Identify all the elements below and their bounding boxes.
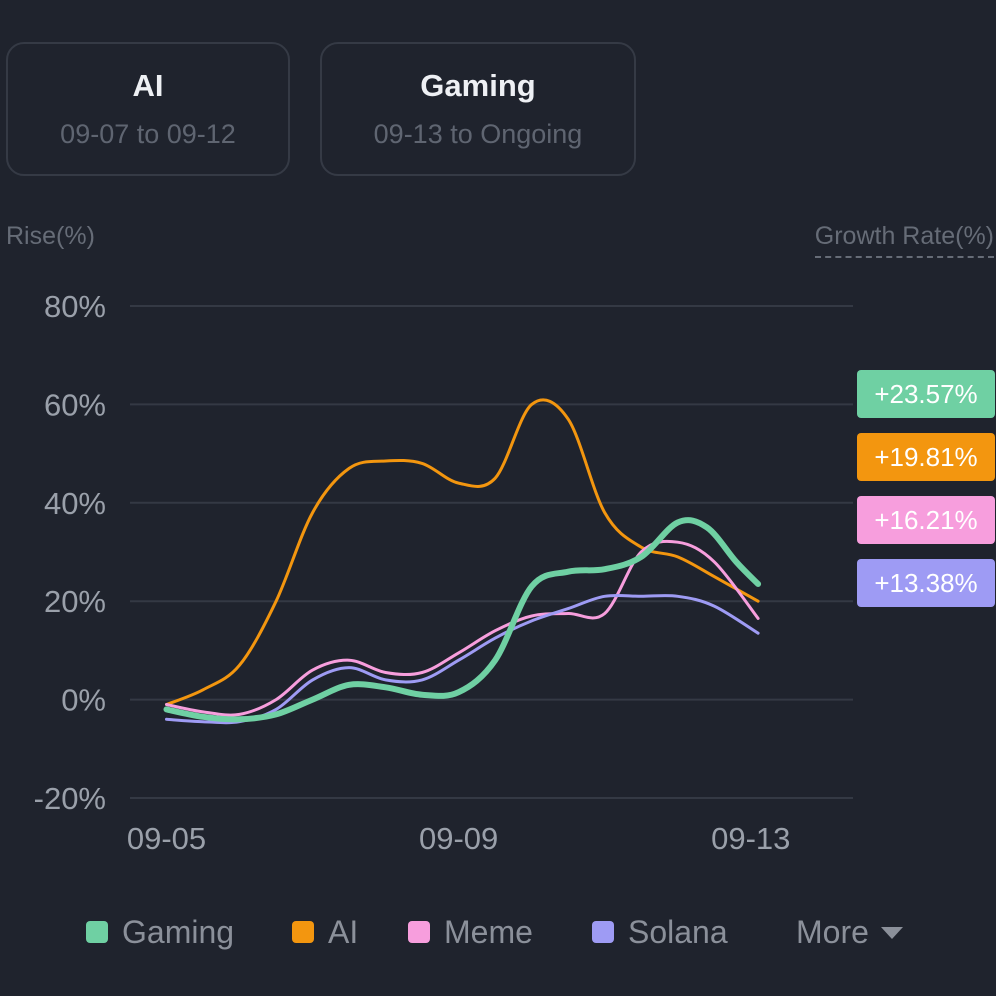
legend-item-meme[interactable]: Meme bbox=[408, 910, 533, 954]
legend-label: Meme bbox=[444, 914, 533, 950]
legend-swatch bbox=[592, 921, 614, 943]
legend-more-dropdown[interactable]: More bbox=[796, 910, 903, 954]
chart-legend: Gaming AI Meme Solana More bbox=[0, 910, 996, 960]
legend-label: Solana bbox=[628, 914, 728, 950]
y-tick-label: 20% bbox=[44, 584, 106, 619]
x-axis-ticks: 09-05 09-09 09-13 bbox=[127, 821, 791, 856]
y-tick-label: 40% bbox=[44, 486, 106, 521]
legend-item-gaming[interactable]: Gaming bbox=[86, 910, 234, 954]
chart-series bbox=[163, 398, 762, 725]
legend-swatch bbox=[292, 921, 314, 943]
y-tick-label: 0% bbox=[61, 683, 106, 718]
legend-label: Gaming bbox=[122, 914, 235, 950]
y-tick-label: -20% bbox=[34, 781, 106, 816]
x-tick-label: 09-05 bbox=[127, 821, 206, 856]
y-axis-ticks: 80% 60% 40% 20% 0% -20% bbox=[34, 289, 106, 816]
sector-card-date-range: 09-13 to Ongoing bbox=[373, 119, 583, 149]
y-tick-label: 60% bbox=[44, 387, 106, 422]
rise-line-chart: 80% 60% 40% 20% 0% -20% 09-05 09-09 09-13 bbox=[34, 289, 853, 856]
legend-item-ai[interactable]: AI bbox=[292, 910, 358, 954]
growth-badge-solana: +13.38% bbox=[857, 559, 995, 607]
growth-badge-ai: +19.81% bbox=[857, 433, 995, 481]
sector-card-date-range: 09-07 to 09-12 bbox=[60, 119, 236, 149]
rise-axis-title: Rise(%) bbox=[6, 222, 95, 250]
growth-badge-meme: +16.21% bbox=[857, 496, 995, 544]
legend-item-solana[interactable]: Solana bbox=[592, 910, 728, 954]
sector-card-title: Gaming bbox=[420, 68, 536, 103]
x-tick-label: 09-13 bbox=[711, 821, 790, 856]
y-tick-label: 80% bbox=[44, 289, 106, 324]
legend-swatch bbox=[408, 921, 430, 943]
series-line-solana[interactable] bbox=[165, 593, 760, 725]
series-line-gaming[interactable] bbox=[163, 517, 762, 723]
x-tick-label: 09-09 bbox=[419, 821, 498, 856]
growth-badge-gaming: +23.57% bbox=[857, 370, 995, 418]
chart-grid bbox=[130, 305, 853, 799]
sector-card-ai[interactable]: AI 09-07 to 09-12 bbox=[6, 42, 290, 176]
growth-rate-toggle[interactable]: Growth Rate(%) bbox=[814, 220, 994, 258]
sector-card-title: AI bbox=[132, 68, 164, 103]
legend-more-label: More bbox=[796, 914, 869, 950]
chevron-down-icon bbox=[880, 927, 903, 939]
legend-swatch bbox=[86, 921, 108, 943]
legend-label: AI bbox=[328, 914, 359, 950]
sector-card-gaming[interactable]: Gaming 09-13 to Ongoing bbox=[320, 42, 636, 176]
